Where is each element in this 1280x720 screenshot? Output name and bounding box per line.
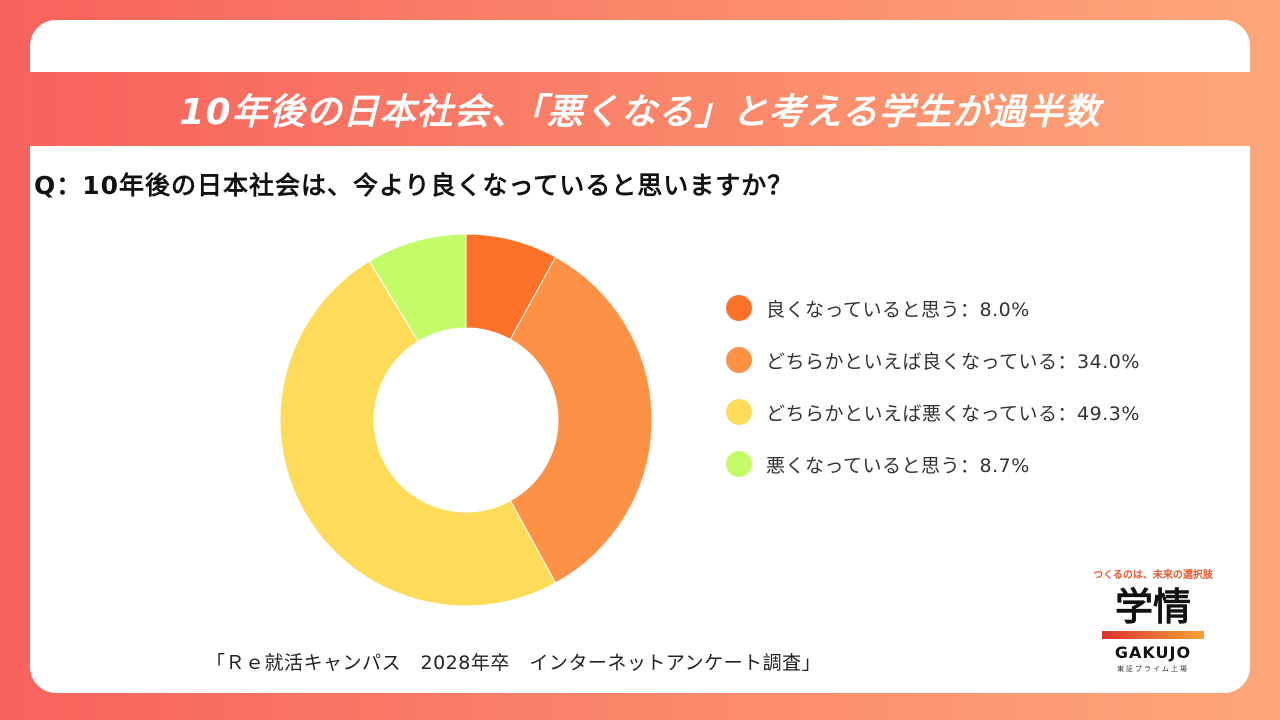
title-banner: 10年後の日本社会、「悪くなる」と考える学生が過半数 <box>30 72 1250 146</box>
legend-label: どちらかといえば悪くなっている：49.3% <box>766 402 1140 425</box>
source-note: 「Ｒｅ就活キャンパス 2028年卒 インターネットアンケート調査」 <box>206 652 822 674</box>
logo-kanji: 学情 <box>1114 585 1191 629</box>
legend-swatch <box>726 399 752 425</box>
donut-slice-2 <box>509 256 653 584</box>
donut-slice-4 <box>368 233 467 343</box>
donut-chart <box>279 233 653 607</box>
legend-swatch <box>726 347 752 373</box>
logo-roman: GAKUJO <box>1114 643 1192 662</box>
logo-tagline: つくるのは、未来の選択肢 <box>1093 570 1213 581</box>
donut-slice-3 <box>279 260 557 607</box>
survey-question: Q：10年後の日本社会は、今より良くなっていると思いますか？ <box>34 171 794 200</box>
logo-bar <box>1102 631 1204 639</box>
legend-label: 悪くなっていると思う：8.7% <box>766 454 1030 477</box>
legend-swatch <box>726 295 752 321</box>
legend-item: どちらかといえば悪くなっている：49.3% <box>726 386 1140 438</box>
chart-legend: 良くなっていると思う：8.0% どちらかといえば良くなっている：34.0% どち… <box>726 282 1140 490</box>
legend-item: 良くなっていると思う：8.0% <box>726 282 1140 334</box>
content-card: 10年後の日本社会、「悪くなる」と考える学生が過半数 Q：10年後の日本社会は、… <box>30 20 1250 693</box>
legend-item: 悪くなっていると思う：8.7% <box>726 438 1140 490</box>
gakujo-logo: つくるのは、未来の選択肢 学情 GAKUJO 東証プライム上場 <box>1088 566 1218 674</box>
page-title: 10年後の日本社会、「悪くなる」と考える学生が過半数 <box>179 92 1101 133</box>
logo-subtitle: 東証プライム上場 <box>1117 665 1189 673</box>
legend-swatch <box>726 451 752 477</box>
legend-item: どちらかといえば良くなっている：34.0% <box>726 334 1140 386</box>
legend-label: どちらかといえば良くなっている：34.0% <box>766 350 1140 373</box>
legend-label: 良くなっていると思う：8.0% <box>766 298 1030 321</box>
